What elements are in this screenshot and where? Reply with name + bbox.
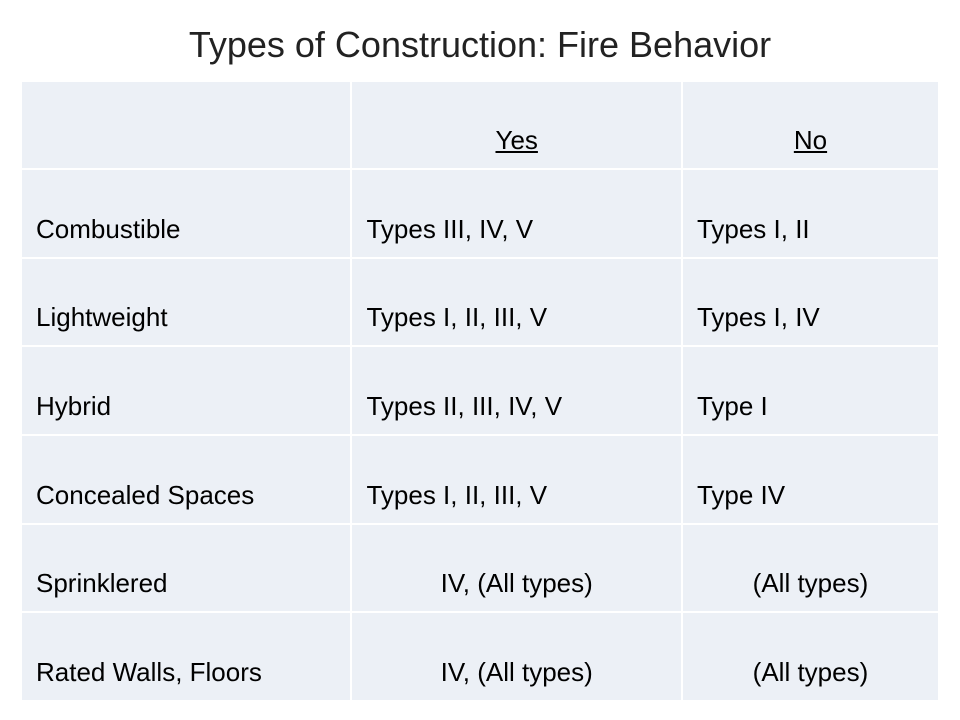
header-no: No xyxy=(682,81,939,169)
row-no: (All types) xyxy=(682,524,939,613)
row-no: Type I xyxy=(682,346,939,435)
row-label: Lightweight xyxy=(21,258,351,347)
table-row: Rated Walls, Floors IV, (All types) (All… xyxy=(21,612,939,701)
table-row: Lightweight Types I, II, III, V Types I,… xyxy=(21,258,939,347)
slide: Types of Construction: Fire Behavior Yes… xyxy=(0,0,960,720)
row-yes: IV, (All types) xyxy=(351,612,681,701)
table-row: Concealed Spaces Types I, II, III, V Typ… xyxy=(21,435,939,524)
row-yes: Types III, IV, V xyxy=(351,169,681,258)
row-label: Hybrid xyxy=(21,346,351,435)
row-yes: Types I, II, III, V xyxy=(351,258,681,347)
row-no: Type IV xyxy=(682,435,939,524)
table-header-row: Yes No xyxy=(21,81,939,169)
header-yes: Yes xyxy=(351,81,681,169)
row-yes: IV, (All types) xyxy=(351,524,681,613)
slide-title: Types of Construction: Fire Behavior xyxy=(20,24,940,66)
row-label: Concealed Spaces xyxy=(21,435,351,524)
table-row: Hybrid Types II, III, IV, V Type I xyxy=(21,346,939,435)
fire-behavior-table: Yes No Combustible Types III, IV, V Type… xyxy=(20,80,940,702)
row-no: Types I, II xyxy=(682,169,939,258)
table-row: Combustible Types III, IV, V Types I, II xyxy=(21,169,939,258)
row-label: Rated Walls, Floors xyxy=(21,612,351,701)
row-label: Combustible xyxy=(21,169,351,258)
header-blank xyxy=(21,81,351,169)
row-label: Sprinklered xyxy=(21,524,351,613)
row-yes: Types II, III, IV, V xyxy=(351,346,681,435)
row-yes: Types I, II, III, V xyxy=(351,435,681,524)
table-row: Sprinklered IV, (All types) (All types) xyxy=(21,524,939,613)
row-no: (All types) xyxy=(682,612,939,701)
row-no: Types I, IV xyxy=(682,258,939,347)
